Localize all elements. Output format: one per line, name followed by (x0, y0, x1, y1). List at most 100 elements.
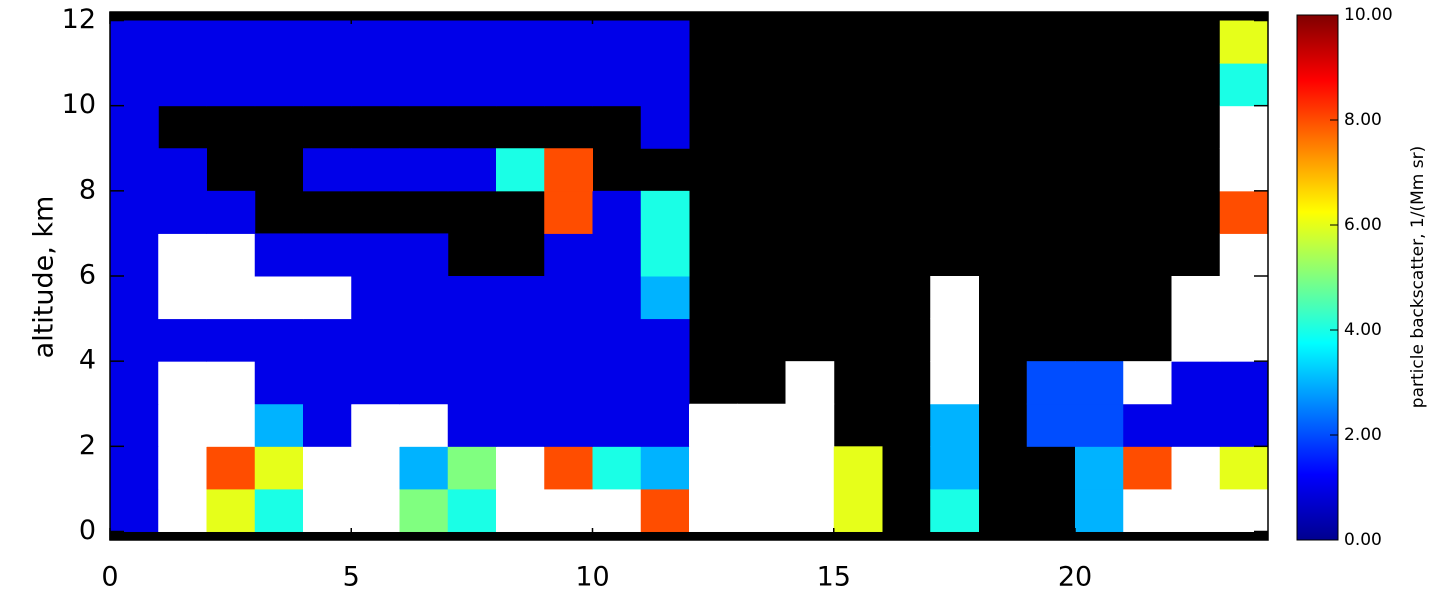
colorbar-label: particle backscatter, 1/(Mm sr) (1408, 146, 1428, 408)
heatmap-cell (1219, 190, 1269, 234)
heatmap-cell (110, 233, 159, 277)
heatmap-cell (447, 488, 497, 532)
heatmap-cell (303, 318, 352, 362)
heatmap-cell (254, 361, 304, 405)
heatmap-cell (303, 403, 352, 447)
heatmap-cell (351, 276, 400, 320)
heatmap-cell (785, 403, 835, 447)
heatmap-cell (110, 446, 159, 490)
x-tick-label: 5 (343, 562, 360, 593)
heatmap-cell (592, 361, 642, 405)
heatmap-cell (496, 20, 545, 64)
heatmap-cell (1219, 148, 1269, 192)
heatmap-cell (1075, 446, 1124, 490)
heatmap-cell (447, 20, 497, 64)
heatmap-cell (303, 63, 352, 107)
heatmap-cell (206, 403, 256, 447)
heatmap-cell (1171, 446, 1221, 490)
heatmap-cell (1219, 63, 1269, 107)
heatmap-cell (206, 488, 256, 532)
heatmap-cell (496, 361, 545, 405)
heatmap-cell (254, 63, 304, 107)
heatmap-cell (1123, 361, 1172, 405)
colorbar (1296, 14, 1339, 541)
heatmap-cell (1123, 446, 1172, 490)
heatmap-cell (1075, 403, 1124, 447)
x-tick-label: 15 (817, 562, 851, 593)
heatmap-cell (351, 488, 400, 532)
heatmap-cell (1123, 403, 1172, 447)
heatmap-cell (496, 488, 545, 532)
heatmap-cell (158, 190, 207, 234)
heatmap-cell (640, 488, 690, 532)
heatmap-cell (1219, 361, 1269, 405)
heatmap-cell (254, 403, 304, 447)
heatmap-cell (544, 148, 593, 192)
heatmap-cell (399, 233, 449, 277)
heatmap-cell (1171, 361, 1221, 405)
heatmap-cell (158, 403, 207, 447)
heatmap-cell (1171, 318, 1221, 362)
heatmap-cell (689, 403, 738, 447)
heatmap-cell (303, 488, 352, 532)
heatmap-cell (833, 488, 883, 532)
heatmap-cell (592, 488, 642, 532)
heatmap-cell (640, 190, 690, 234)
heatmap-cell (303, 20, 352, 64)
heatmap-cell (1075, 361, 1124, 405)
heatmap-cell (592, 233, 642, 277)
heatmap-cell (158, 361, 207, 405)
heatmap-cell (930, 361, 979, 405)
heatmap-cell (303, 361, 352, 405)
heatmap-cell (640, 361, 690, 405)
heatmap-cell (254, 488, 304, 532)
heatmap-cell (399, 318, 449, 362)
heatmap-cell (303, 148, 352, 192)
heatmap-cell (785, 488, 835, 532)
heatmap-cell (158, 446, 207, 490)
heatmap-cell (110, 105, 159, 149)
heatmap-cell (544, 233, 593, 277)
colorbar-tick-label: 0.00 (1344, 530, 1382, 550)
heatmap-cell (110, 403, 159, 447)
heatmap-cell (592, 20, 642, 64)
heatmap-cell (544, 276, 593, 320)
heatmap-cell (110, 488, 159, 532)
heatmap-cell (158, 488, 207, 532)
colorbar-tick-label: 2.00 (1344, 425, 1382, 445)
heatmap-cell (206, 63, 256, 107)
heatmap-cell (158, 233, 207, 277)
heatmap-cell (399, 20, 449, 64)
heatmap-cell (785, 361, 835, 405)
heatmap-cell (399, 148, 449, 192)
heatmap-cell (351, 63, 400, 107)
heatmap-cell (640, 63, 690, 107)
heatmap-cell (689, 488, 738, 532)
y-axis-label: altitude, km (29, 196, 60, 359)
heatmap-cell (496, 276, 545, 320)
heatmap-cell (110, 20, 159, 64)
colorbar-tick-label: 4.00 (1344, 320, 1382, 340)
y-tick-label: 4 (79, 345, 96, 376)
heatmap-cell (206, 276, 256, 320)
heatmap-cell (544, 361, 593, 405)
heatmap-cell (496, 63, 545, 107)
heatmap-cell (496, 403, 545, 447)
heatmap-cell (351, 403, 400, 447)
x-tick-label: 20 (1058, 562, 1092, 593)
y-tick-label: 10 (62, 89, 96, 120)
heatmap-cell (1171, 488, 1221, 532)
colorbar-tick-label: 8.00 (1344, 110, 1382, 130)
heatmap-cell (110, 276, 159, 320)
heatmap-cell (447, 361, 497, 405)
heatmap-cell (544, 63, 593, 107)
heatmap-cell (399, 403, 449, 447)
heatmap-cell (640, 276, 690, 320)
heatmap-cell (1026, 403, 1076, 447)
heatmap-cell (1075, 488, 1124, 532)
heatmap-cell (447, 318, 497, 362)
heatmap-cell (447, 63, 497, 107)
heatmap-cell (689, 446, 738, 490)
heatmap-cell (351, 148, 400, 192)
heatmap-cell (592, 403, 642, 447)
